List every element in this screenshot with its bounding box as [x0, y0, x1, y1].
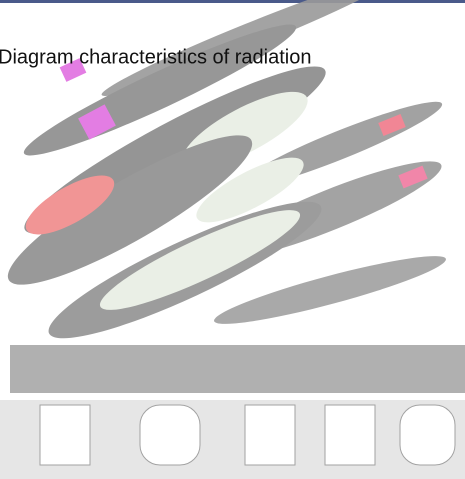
- block: [244, 404, 296, 466]
- pink-patch: [398, 165, 428, 189]
- block: [39, 404, 91, 466]
- pink-patch: [78, 104, 116, 140]
- streak: [214, 256, 446, 324]
- caption: Diagram characteristics of radiation: [0, 46, 311, 68]
- block: [139, 404, 201, 466]
- red-patch: [25, 175, 115, 235]
- gray-band: [10, 345, 465, 393]
- red-patch: [378, 114, 406, 136]
- block: [324, 404, 376, 466]
- pink-patch: [59, 58, 87, 82]
- block: [399, 404, 456, 466]
- streak: [196, 157, 304, 223]
- streak: [99, 210, 301, 310]
- streak: [7, 135, 253, 285]
